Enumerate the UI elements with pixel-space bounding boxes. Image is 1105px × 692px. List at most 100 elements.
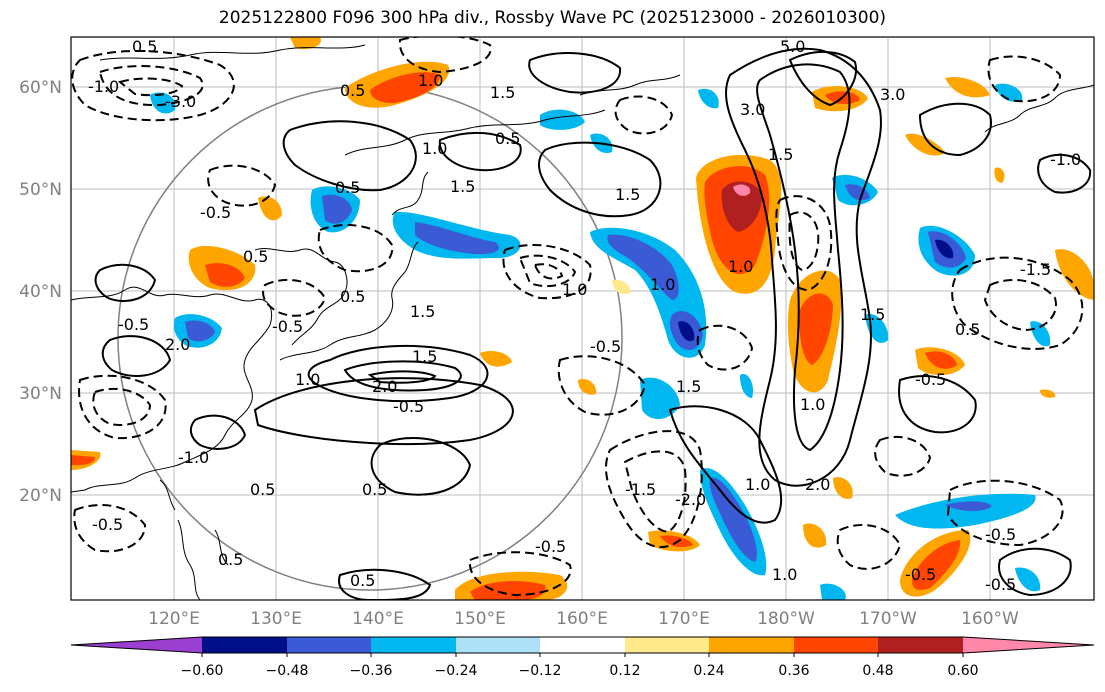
contour-label: 0.5 bbox=[340, 81, 365, 100]
colorbar-tick-label: 0.48 bbox=[862, 663, 893, 679]
contour-label: -0.5 bbox=[535, 537, 566, 556]
contour-label: 5.0 bbox=[780, 37, 805, 56]
contour-label: 1.0 bbox=[562, 280, 587, 299]
lat-label: 50°N bbox=[19, 180, 62, 200]
colorbar-tick-label: −0.60 bbox=[181, 663, 224, 679]
colorbar-cell bbox=[287, 637, 371, 653]
coastlines bbox=[71, 44, 1094, 600]
positive-contours bbox=[94, 47, 1092, 600]
positive-anomaly bbox=[71, 455, 96, 466]
positive-anomaly bbox=[258, 196, 282, 221]
colorbar-cell bbox=[540, 637, 625, 653]
colorbar-cell bbox=[709, 637, 794, 653]
positive-anomaly bbox=[578, 379, 597, 395]
negative-anomaly bbox=[415, 222, 499, 255]
contour-label: 1.5 bbox=[615, 185, 640, 204]
contour-label: 1.0 bbox=[800, 395, 825, 414]
contour-label: 0.5 bbox=[955, 320, 980, 339]
lon-label: 160°E bbox=[556, 609, 608, 629]
lat-label: 20°N bbox=[19, 486, 62, 506]
contour-label: 1.0 bbox=[295, 370, 320, 389]
contour-label: 0.5 bbox=[340, 287, 365, 306]
colorbar-tick-label: −0.48 bbox=[266, 663, 309, 679]
lon-label: 130°E bbox=[250, 609, 302, 629]
map-frame bbox=[70, 36, 1095, 601]
negative-anomaly bbox=[995, 83, 1023, 102]
contour-label: 0.5 bbox=[218, 550, 243, 569]
negative-anomaly bbox=[150, 92, 176, 114]
negative-anomaly bbox=[185, 320, 215, 342]
contour-label: 2.0 bbox=[805, 475, 830, 494]
positive-anomaly bbox=[799, 293, 833, 365]
contour-label: 1.5 bbox=[412, 347, 437, 366]
colorbar-tick-label: −0.24 bbox=[435, 663, 478, 679]
contour-label: 1.0 bbox=[745, 475, 770, 494]
positive-anomaly bbox=[803, 523, 827, 548]
contour-label: 0.5 bbox=[250, 480, 275, 499]
lon-label: 170°W bbox=[859, 609, 917, 629]
contour-label: 0.5 bbox=[495, 129, 520, 148]
contour-label: -3.0 bbox=[165, 92, 196, 111]
lon-label: 120°E bbox=[148, 609, 200, 629]
positive-anomaly bbox=[912, 540, 961, 590]
contour-label: 2.0 bbox=[372, 377, 397, 396]
contour-label: -2.0 bbox=[675, 490, 706, 509]
negative-anomaly bbox=[698, 88, 719, 109]
contour-label: 0.5 bbox=[243, 247, 268, 266]
negative-anomaly bbox=[678, 321, 695, 342]
colorbar-tick-label: 0.12 bbox=[609, 663, 640, 679]
negative-anomaly bbox=[1015, 567, 1041, 592]
colorbar: −0.60 −0.48 −0.36 −0.24 −0.12 0.12 0.24 … bbox=[70, 636, 1095, 679]
positive-anomaly bbox=[480, 351, 512, 367]
contour-label: 0.5 bbox=[350, 571, 375, 590]
contour-label: -0.5 bbox=[200, 203, 231, 222]
contour-label: -0.5 bbox=[985, 575, 1016, 594]
negative-anomaly bbox=[740, 374, 754, 398]
colorbar-cell bbox=[625, 637, 709, 653]
contour-label: 1.0 bbox=[422, 139, 447, 158]
negative-contours bbox=[71, 37, 1084, 597]
contour-labels: 0.5 -1.0 -3.0 0.5 1.0 1.5 1.0 0.5 1.5 0.… bbox=[88, 37, 1081, 594]
lon-label: 150°E bbox=[454, 609, 506, 629]
contour-label: -0.5 bbox=[905, 565, 936, 584]
lon-label: 160°W bbox=[961, 609, 1019, 629]
positive-anomaly bbox=[1055, 249, 1094, 300]
gridlines bbox=[71, 37, 1094, 600]
colorbar-tick-label: −0.36 bbox=[350, 663, 393, 679]
contour-label: 2.0 bbox=[165, 335, 190, 354]
positive-anomaly bbox=[994, 167, 1005, 183]
negative-anomaly bbox=[322, 194, 352, 224]
contour-label: 1.5 bbox=[490, 83, 515, 102]
contour-label: -0.5 bbox=[272, 317, 303, 336]
contour-label: -0.5 bbox=[92, 515, 123, 534]
positive-anomaly bbox=[1040, 389, 1056, 398]
contour-label: -0.5 bbox=[915, 370, 946, 389]
positive-anomaly bbox=[905, 133, 945, 156]
contour-label: 1.0 bbox=[418, 71, 443, 90]
lat-label: 60°N bbox=[19, 78, 62, 98]
map-content: 0.5 -1.0 -3.0 0.5 1.0 1.5 1.0 0.5 1.5 0.… bbox=[71, 37, 1094, 600]
contour-label: 1.5 bbox=[676, 377, 701, 396]
contour-label: 1.5 bbox=[410, 302, 435, 321]
positive-anomaly bbox=[370, 72, 440, 104]
contour-label: -0.5 bbox=[393, 397, 424, 416]
positive-anomaly bbox=[733, 184, 751, 196]
colorbar-cell bbox=[71, 637, 202, 653]
colorbar-tick-label: 0.36 bbox=[778, 663, 809, 679]
negative-anomaly bbox=[935, 239, 954, 259]
positive-anomaly bbox=[290, 37, 321, 50]
colorbar-tick-label: 0.60 bbox=[947, 663, 978, 679]
contour-label: -1.0 bbox=[178, 448, 209, 467]
negative-anomaly bbox=[1030, 321, 1051, 347]
negative-anomaly bbox=[540, 109, 585, 130]
contour-label: -0.5 bbox=[590, 337, 621, 356]
lon-label: 180°W bbox=[757, 609, 815, 629]
positive-anomaly bbox=[945, 76, 990, 98]
negative-anomaly bbox=[820, 583, 846, 600]
contour-label: 0.5 bbox=[132, 37, 157, 56]
longitude-axis: 120°E 130°E 140°E 150°E 160°E 170°E 180°… bbox=[148, 609, 1019, 629]
negative-anomaly bbox=[945, 501, 992, 512]
colorbar-cell bbox=[202, 637, 287, 653]
contour-label: -1.0 bbox=[1050, 150, 1081, 169]
